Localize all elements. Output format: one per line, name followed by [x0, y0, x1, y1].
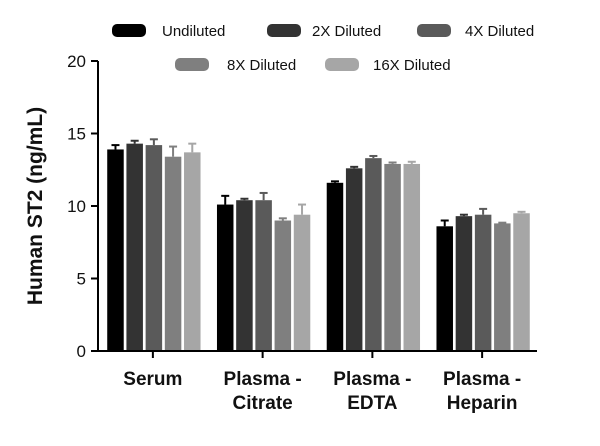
y-tick-label: 0 — [77, 342, 86, 361]
bar — [216, 204, 234, 351]
bar — [255, 200, 272, 351]
bar — [436, 226, 453, 351]
bar — [345, 168, 363, 351]
legend-label: 16X Diluted — [373, 57, 451, 74]
legend-swatch — [175, 58, 209, 71]
bar — [474, 214, 492, 351]
x-tick-label: Citrate — [233, 393, 293, 414]
x-axis: Serum Plasma - Citrate Plasma - EDTA Plasma -… — [97, 350, 537, 414]
bar — [164, 156, 182, 351]
x-tick-label: Plasma - — [443, 369, 521, 390]
bar — [384, 163, 401, 351]
x-tick-label: Heparin — [447, 393, 518, 414]
y-axis-label: Human ST2 (ng/mL) — [24, 107, 47, 305]
bars — [107, 138, 530, 351]
legend-label: Undiluted — [162, 23, 225, 40]
y-tick-label: 15 — [67, 125, 86, 144]
bar — [184, 152, 201, 351]
bar — [145, 145, 163, 351]
x-tick-label: Serum — [123, 369, 182, 390]
legend-swatch — [112, 24, 146, 37]
bar — [236, 200, 253, 351]
y-axis: 0 5 10 15 20 — [67, 52, 99, 361]
x-tick-label: EDTA — [347, 393, 398, 414]
x-tick-label: Plasma - — [224, 369, 302, 390]
bar — [107, 149, 124, 351]
bar — [455, 216, 473, 351]
bar — [274, 220, 292, 351]
bar — [494, 223, 511, 351]
legend-label: 4X Diluted — [465, 23, 534, 40]
bar — [513, 213, 530, 351]
bar — [293, 214, 311, 351]
bar — [403, 163, 421, 351]
y-tick-label: 10 — [67, 197, 86, 216]
legend-swatch — [325, 58, 359, 71]
legend: Undiluted 2X Diluted 4X Diluted 8X Diluted 1… — [112, 23, 534, 74]
legend-label: 2X Diluted — [312, 23, 381, 40]
legend-label: 8X Diluted — [227, 57, 296, 74]
legend-swatch — [417, 24, 451, 37]
x-tick-label: Plasma - — [333, 369, 411, 390]
y-tick-label: 5 — [77, 270, 86, 289]
bar — [365, 158, 382, 351]
legend-swatch — [267, 24, 301, 37]
bar — [126, 143, 143, 351]
bar — [326, 182, 344, 351]
y-tick-label: 20 — [67, 52, 86, 71]
